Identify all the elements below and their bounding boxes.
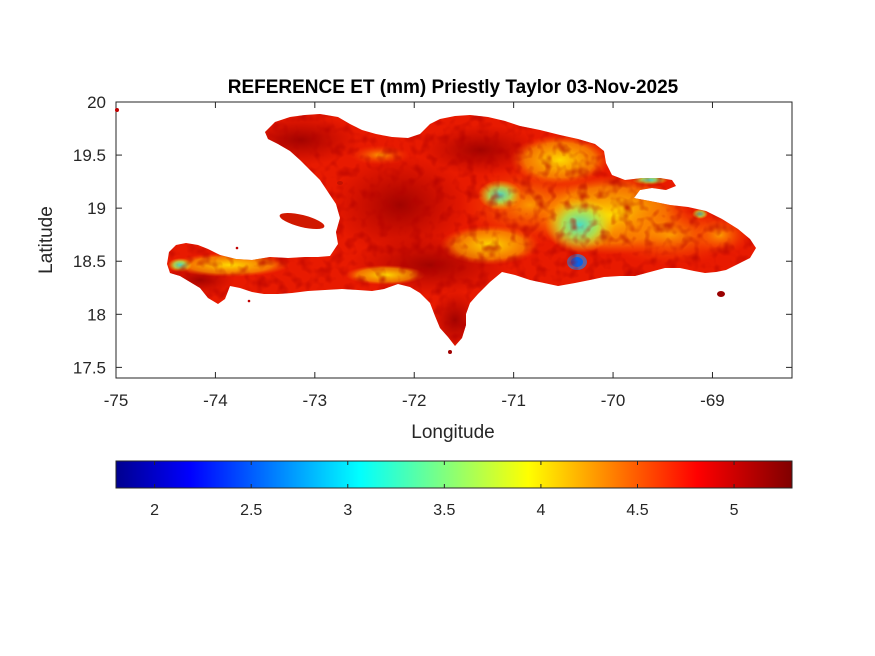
island-beata: [448, 350, 452, 354]
colorbar-tick-label: 2: [150, 502, 159, 519]
colorbar-tick-label: 4.5: [626, 502, 648, 519]
x-tick-label: -73: [303, 391, 328, 410]
y-tick-label: 18: [87, 305, 106, 324]
island-tortuga: [337, 181, 343, 185]
island-speck: [235, 246, 239, 250]
y-axis: 17.5 18 18.5 19 19.5 20: [73, 93, 792, 377]
colorbar-tick-label: 3.5: [433, 502, 455, 519]
x-tick-label: -70: [601, 391, 626, 410]
x-axis: -75 -74 -73 -72 -71 -70 -69: [104, 102, 725, 410]
island-speck: [247, 299, 251, 303]
colorbar-tick-label: 3: [343, 502, 352, 519]
colorbar: [115, 460, 793, 489]
colorbar-tick-label: 5: [730, 502, 739, 519]
x-axis-label: Longitude: [411, 422, 494, 443]
y-tick-label: 19.5: [73, 146, 106, 165]
colorbar-ticks: 2 2.5 3 3.5 4 4.5 5: [150, 461, 739, 519]
y-tick-label: 19: [87, 199, 106, 218]
x-tick-label: -74: [203, 391, 228, 410]
island-gonave: [279, 212, 325, 230]
chart-title: REFERENCE ET (mm) Priestly Taylor 03-Nov…: [228, 77, 679, 98]
colorbar-tick-label: 4: [536, 502, 545, 519]
x-tick-label: -69: [700, 391, 725, 410]
colorbar-tick-label: 2.5: [240, 502, 262, 519]
y-tick-label: 17.5: [73, 358, 106, 377]
y-axis-label: Latitude: [36, 206, 57, 274]
x-tick-label: -71: [501, 391, 526, 410]
y-tick-label: 18.5: [73, 252, 106, 271]
x-tick-label: -75: [104, 391, 129, 410]
island-saona: [717, 291, 725, 297]
x-tick-label: -72: [402, 391, 427, 410]
y-tick-label: 20: [87, 93, 106, 112]
island-speck: [115, 108, 119, 112]
